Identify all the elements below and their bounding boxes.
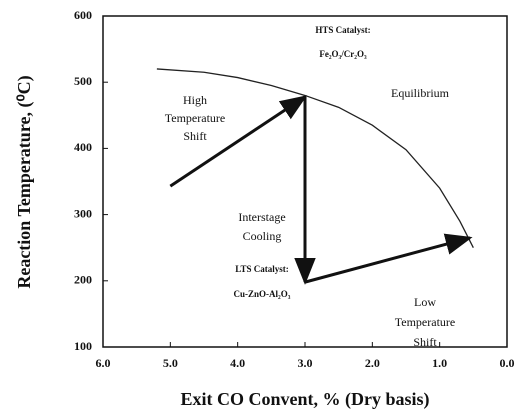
x-tick-label: 1.0 bbox=[432, 356, 447, 370]
equilibrium-curve bbox=[156, 68, 474, 248]
x-tick-label: 5.0 bbox=[163, 356, 178, 370]
x-tick-label: 4.0 bbox=[230, 356, 245, 370]
y-tick-label: 500 bbox=[74, 74, 92, 88]
annotation: Temperature bbox=[165, 111, 225, 125]
annotation: Equilibrium bbox=[391, 86, 450, 100]
annotation: Temperature bbox=[395, 315, 455, 329]
y-tick-label: 200 bbox=[74, 273, 92, 287]
annotation: HTS Catalyst: bbox=[315, 25, 370, 35]
x-tick-label: 0.0 bbox=[500, 356, 515, 370]
annotation: Shift bbox=[183, 129, 207, 143]
y-tick-label: 300 bbox=[74, 206, 92, 220]
y-axis-label: Reaction Temperature, (⁰C) bbox=[14, 75, 35, 288]
x-tick-label: 3.0 bbox=[298, 356, 313, 370]
annotation: Cooling bbox=[243, 229, 282, 243]
y-tick-label: 400 bbox=[74, 140, 92, 154]
annotation: LTS Catalyst: bbox=[235, 264, 288, 274]
annotation: Shift bbox=[413, 335, 437, 349]
x-axis-label: Exit CO Convent, % (Dry basis) bbox=[180, 389, 429, 410]
annotation: Interstage bbox=[238, 210, 285, 224]
y-tick-label: 100 bbox=[74, 339, 92, 353]
y-tick-label: 600 bbox=[74, 8, 92, 22]
annotation: High bbox=[183, 93, 207, 107]
process-arrow bbox=[304, 233, 473, 284]
process-arrow bbox=[169, 95, 308, 188]
annotation: Low bbox=[414, 295, 436, 309]
x-tick-label: 6.0 bbox=[96, 356, 111, 370]
annotation: Fe₂O₃/Cr₂O₃ bbox=[319, 49, 367, 59]
annotation: Cu-ZnO-Al₂O₃ bbox=[234, 289, 291, 299]
x-tick-label: 2.0 bbox=[365, 356, 380, 370]
